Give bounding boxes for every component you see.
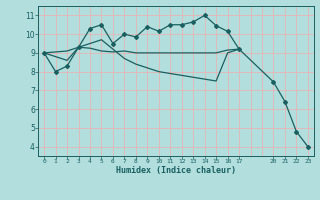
X-axis label: Humidex (Indice chaleur): Humidex (Indice chaleur) xyxy=(116,166,236,175)
